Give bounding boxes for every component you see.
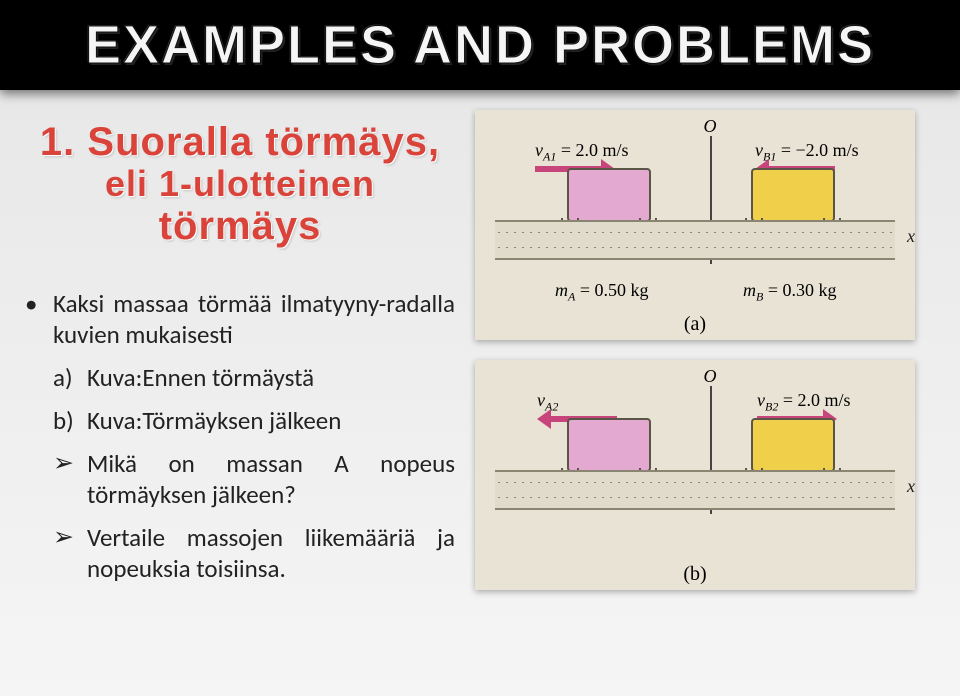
problem-list: • Kaksi massaa törmää ilmatyyny-radalla … xyxy=(25,288,455,584)
problem-b-text: Kuva:Törmäyksen jälkeen xyxy=(87,405,341,436)
subtitle-line3: törmäys xyxy=(25,204,455,248)
block-a2: A xyxy=(567,418,651,472)
axis-x-b: x xyxy=(907,476,915,497)
block-b: B xyxy=(751,168,835,222)
question-1-text: Mikä on massan A nopeus törmäyksen jälke… xyxy=(87,448,455,510)
block-b2: B xyxy=(751,418,835,472)
subtitle-line2: eli 1-ulotteinen xyxy=(25,164,455,204)
panel-b-tag: (b) xyxy=(683,563,706,586)
problem-a-text: Kuva:Ennen törmäystä xyxy=(87,362,314,393)
problem-intro: • Kaksi massaa törmää ilmatyyny-radalla … xyxy=(25,288,455,350)
origin-label-b: O xyxy=(704,366,717,387)
a-marker: a) xyxy=(53,362,87,393)
mass-b-text: mB = 0.30 kg xyxy=(743,280,837,305)
problem-a: a) Kuva:Ennen törmäystä xyxy=(25,362,455,393)
diagram-b: O vA2 vB2 = 2.0 m/s A B x (b) xyxy=(475,360,915,590)
block-a: A xyxy=(567,168,651,222)
left-column: 1. Suoralla törmäys, eli 1-ulotteinen tö… xyxy=(25,120,455,596)
right-column: O vA1 = 2.0 m/s vB1 = −2.0 m/s A B x mA … xyxy=(475,110,945,590)
track-b xyxy=(495,470,895,510)
question-2-text: Vertaile massojen liikemääriä ja nopeuks… xyxy=(87,522,455,584)
problem-intro-text: Kaksi massaa törmää ilmatyyny-radalla ku… xyxy=(53,288,455,350)
question-1: ➢ Mikä on massan A nopeus törmäyksen jäl… xyxy=(25,448,455,510)
question-2: ➢ Vertaile massojen liikemääriä ja nopeu… xyxy=(25,522,455,584)
title-bar: EXAMPLES AND PROBLEMS xyxy=(0,0,960,90)
subtitle: 1. Suoralla törmäys, eli 1-ulotteinen tö… xyxy=(25,120,455,248)
subtitle-line1: 1. Suoralla törmäys, xyxy=(25,120,455,164)
problem-b: b) Kuva:Törmäyksen jälkeen xyxy=(25,405,455,436)
panel-a-tag: (a) xyxy=(684,313,706,336)
b-marker: b) xyxy=(53,405,87,436)
arrow-icon: ➢ xyxy=(53,448,87,510)
bullet-icon: • xyxy=(25,288,53,350)
vel-b1-text: vB1 = −2.0 m/s xyxy=(755,140,859,165)
axis-x-a: x xyxy=(907,226,915,247)
arrow-icon: ➢ xyxy=(53,522,87,584)
track-a xyxy=(495,220,895,260)
origin-label-a: O xyxy=(704,116,717,137)
mass-a-text: mA = 0.50 kg xyxy=(555,280,649,305)
diagram-a: O vA1 = 2.0 m/s vB1 = −2.0 m/s A B x mA … xyxy=(475,110,915,340)
page-title: EXAMPLES AND PROBLEMS xyxy=(85,14,875,76)
